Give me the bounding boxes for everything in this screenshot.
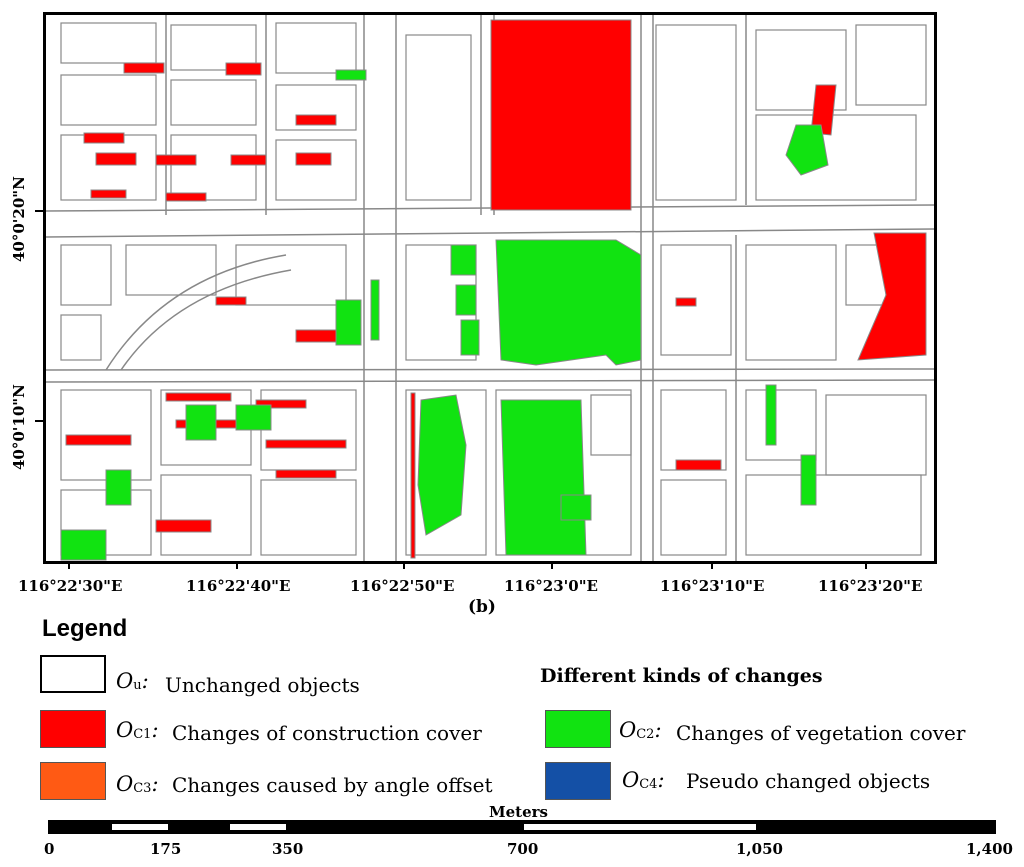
legend-label-pseudo: Pseudo changed objects xyxy=(686,769,931,793)
legend-kinds-heading: Different kinds of changes xyxy=(540,665,823,687)
legend-swatch-pseudo xyxy=(545,762,611,800)
legend-label-angle-offset: Changes caused by angle offset xyxy=(172,773,493,797)
legend-symbol-oc4: OC4: xyxy=(622,768,665,792)
construction-changes xyxy=(65,19,927,559)
longitude-label: 116°22'40"E xyxy=(186,577,291,595)
lat-tick xyxy=(35,210,43,212)
lon-tick xyxy=(865,561,867,569)
scale-label: 0 xyxy=(44,840,55,858)
legend-symbol-oc1: OC1: xyxy=(116,718,159,742)
scale-segment xyxy=(230,824,286,830)
legend-swatch-unchanged xyxy=(40,655,106,693)
lon-tick xyxy=(68,561,70,569)
longitude-label: 116°23'0"E xyxy=(504,577,598,595)
legend-label-construction: Changes of construction cover xyxy=(172,721,482,745)
scale-label: 700 xyxy=(507,840,539,858)
scale-bar xyxy=(48,820,996,834)
legend-symbol-oc3: OC3: xyxy=(116,772,159,796)
lon-tick xyxy=(403,561,405,569)
change-detection-map xyxy=(46,15,934,561)
map-frame xyxy=(43,12,937,564)
legend-label-vegetation: Changes of vegetation cover xyxy=(676,721,966,745)
scale-segment xyxy=(112,824,168,830)
longitude-label: 116°22'30"E xyxy=(18,577,123,595)
longitude-label: 116°22'50"E xyxy=(350,577,455,595)
panel-label: (b) xyxy=(468,597,496,617)
lon-tick xyxy=(236,561,238,569)
road-network xyxy=(46,15,934,561)
longitude-label: 116°23'10"E xyxy=(660,577,765,595)
legend-symbol-ou: Ou: xyxy=(116,669,149,693)
vegetation-changes xyxy=(60,69,829,561)
legend-symbol-oc2: OC2: xyxy=(619,718,662,742)
legend-swatch-vegetation xyxy=(545,710,611,748)
latitude-label: 40°0'20"N xyxy=(10,176,28,262)
latitude-label: 40°0'10"N xyxy=(10,384,28,470)
lon-tick xyxy=(551,561,553,569)
scale-label: 1,400 xyxy=(966,840,1013,858)
scale-label: 1,050 xyxy=(736,840,783,858)
scale-segment xyxy=(524,824,756,830)
legend-swatch-construction xyxy=(40,710,106,748)
lat-tick xyxy=(35,420,43,422)
legend-swatch-angle-offset xyxy=(40,762,106,800)
scale-unit: Meters xyxy=(489,803,548,821)
scale-label: 175 xyxy=(150,840,182,858)
legend-title: Legend xyxy=(42,615,128,642)
longitude-label: 116°23'20"E xyxy=(818,577,923,595)
legend-label-unchanged: Unchanged objects xyxy=(165,673,360,697)
scale-label: 350 xyxy=(272,840,304,858)
lon-tick xyxy=(711,561,713,569)
